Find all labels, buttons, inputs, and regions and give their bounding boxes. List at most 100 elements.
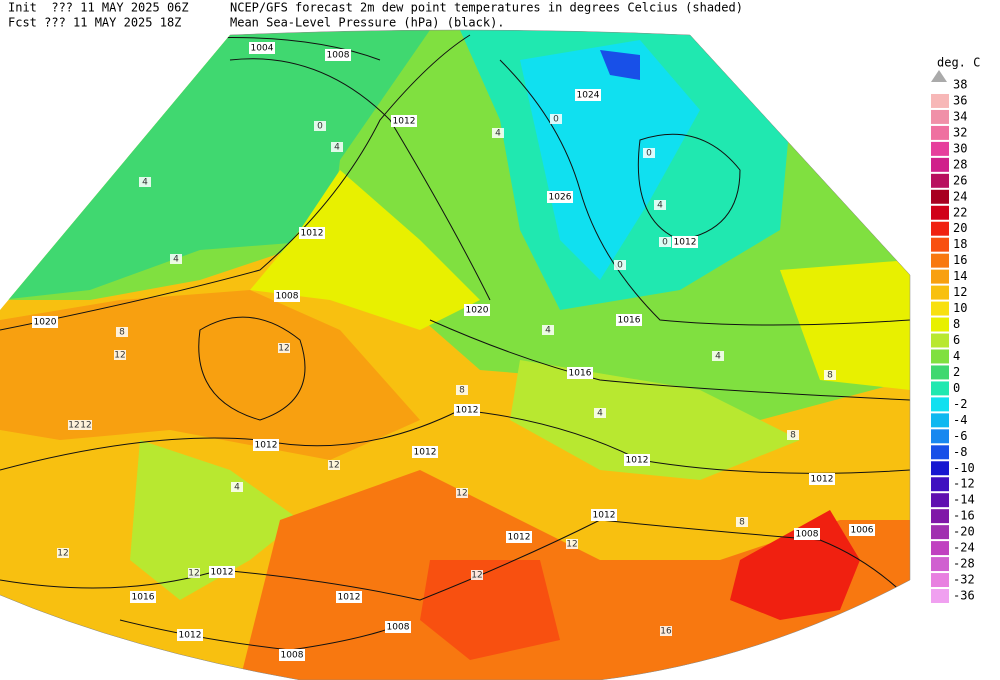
dewpoint-label-box bbox=[278, 343, 290, 353]
dewpoint-label: 12 bbox=[471, 571, 482, 581]
legend-swatch bbox=[931, 205, 949, 220]
isobar-label-box bbox=[672, 236, 698, 248]
dewpoint-label-box bbox=[80, 420, 92, 430]
legend-label: 20 bbox=[953, 221, 967, 235]
legend-swatch bbox=[931, 525, 949, 540]
isobar-label: 1024 bbox=[577, 91, 600, 101]
isobar-label: 1012 bbox=[508, 533, 531, 543]
legend-swatch bbox=[931, 173, 949, 188]
dewpoint-label: 4 bbox=[495, 129, 501, 139]
dewpoint-label-box bbox=[331, 142, 343, 152]
isobar-label-box bbox=[32, 316, 58, 328]
legend-label: 8 bbox=[953, 317, 960, 331]
legend-swatch bbox=[931, 477, 949, 492]
isobar-label: 1008 bbox=[796, 530, 819, 540]
dewpoint-label: 12 bbox=[80, 421, 91, 431]
isobar-label-box bbox=[253, 439, 279, 451]
isobar-label-box bbox=[130, 591, 156, 603]
legend-swatch bbox=[931, 333, 949, 348]
isobar-label: 1006 bbox=[851, 526, 874, 536]
dewpoint-label: 12 bbox=[57, 549, 68, 559]
legend-swatch bbox=[931, 317, 949, 332]
legend-label: 12 bbox=[953, 285, 967, 299]
isobar-label-box bbox=[336, 591, 362, 603]
isobar-label: 1012 bbox=[811, 475, 834, 485]
dewpoint-label: 4 bbox=[715, 352, 721, 362]
isobar-label: 1012 bbox=[255, 441, 278, 451]
legend-swatch bbox=[931, 141, 949, 156]
dewpoint-label-box bbox=[231, 482, 243, 492]
legend-arrow bbox=[931, 70, 947, 82]
legend-swatch bbox=[931, 365, 949, 380]
dewpoint-label-box bbox=[114, 350, 126, 360]
isobar-label: 1012 bbox=[456, 406, 479, 416]
legend-label: -4 bbox=[953, 413, 967, 427]
dewpoint-label-box bbox=[550, 114, 562, 124]
isobar-label: 1008 bbox=[387, 623, 410, 633]
legend-label: -12 bbox=[953, 477, 975, 491]
legend-label: -24 bbox=[953, 541, 975, 555]
legend-label: -36 bbox=[953, 589, 975, 603]
dewpoint-label: 8 bbox=[119, 328, 125, 338]
isobar-label-box bbox=[249, 42, 275, 54]
isobar-label: 1020 bbox=[34, 318, 57, 328]
legend-label: 6 bbox=[953, 333, 960, 347]
dewpoint-label-box bbox=[116, 327, 128, 337]
legend-swatch bbox=[931, 125, 949, 140]
isobar-label: 1012 bbox=[393, 117, 416, 127]
dewpoint-label-box bbox=[314, 121, 326, 131]
dewpoint-label-box bbox=[542, 325, 554, 335]
legend-swatch bbox=[931, 285, 949, 300]
isobar-label-box bbox=[385, 621, 411, 633]
isobar-label-box bbox=[624, 454, 650, 466]
dewpoint-label-box bbox=[594, 408, 606, 418]
legend-label: 0 bbox=[953, 381, 960, 395]
legend-label: -10 bbox=[953, 461, 975, 475]
legend-swatch bbox=[931, 509, 949, 524]
isobar-label-box bbox=[325, 49, 351, 61]
legend-swatch bbox=[931, 157, 949, 172]
isobar-label: 1012 bbox=[593, 511, 616, 521]
dewpoint-label: 4 bbox=[142, 178, 148, 188]
legend-swatch bbox=[931, 397, 949, 412]
dewpoint-label: 12 bbox=[566, 540, 577, 550]
legend-label: -16 bbox=[953, 509, 975, 523]
legend-label: 14 bbox=[953, 269, 967, 283]
isobar-label: 1012 bbox=[179, 631, 202, 641]
legend-swatch bbox=[931, 349, 949, 364]
dewpoint-label: 12 bbox=[188, 569, 199, 579]
legend-swatch bbox=[931, 253, 949, 268]
dewpoint-label-box bbox=[57, 548, 69, 558]
isobar-label-box bbox=[506, 531, 532, 543]
legend-swatch bbox=[931, 573, 949, 588]
dewpoint-label: 8 bbox=[827, 371, 833, 381]
isobar-label-box bbox=[454, 404, 480, 416]
dewpoint-label: 4 bbox=[657, 201, 663, 211]
dewpoint-label: 4 bbox=[597, 409, 603, 419]
isobar-label-box bbox=[299, 227, 325, 239]
isobar-label: 1008 bbox=[327, 51, 350, 61]
legend-label: 4 bbox=[953, 349, 960, 363]
dewpoint-label-box bbox=[188, 568, 200, 578]
dewpoint-label-box bbox=[328, 460, 340, 470]
init-line: Init ??? 11 MAY 2025 06Z bbox=[8, 1, 189, 15]
dewpoint-label-box bbox=[614, 260, 626, 270]
isobar-label: 1008 bbox=[276, 292, 299, 302]
isobar-label-box bbox=[412, 446, 438, 458]
legend-label: 38 bbox=[953, 78, 967, 92]
legend-swatch bbox=[931, 93, 949, 108]
legend-swatch bbox=[931, 461, 949, 476]
dewpoint-label-box bbox=[456, 488, 468, 498]
dewpoint-label-box bbox=[654, 200, 666, 210]
isobar-label: 1016 bbox=[618, 316, 641, 326]
isobar-label: 1020 bbox=[466, 306, 489, 316]
dewpoint-label-box bbox=[492, 128, 504, 138]
dewpoint-label: 0 bbox=[317, 122, 323, 132]
dewpoint-label: 12 bbox=[456, 489, 467, 499]
legend-swatch bbox=[931, 221, 949, 236]
map-subtitle: Mean Sea-Level Pressure (hPa) (black). bbox=[230, 16, 505, 30]
legend-swatch bbox=[931, 445, 949, 460]
